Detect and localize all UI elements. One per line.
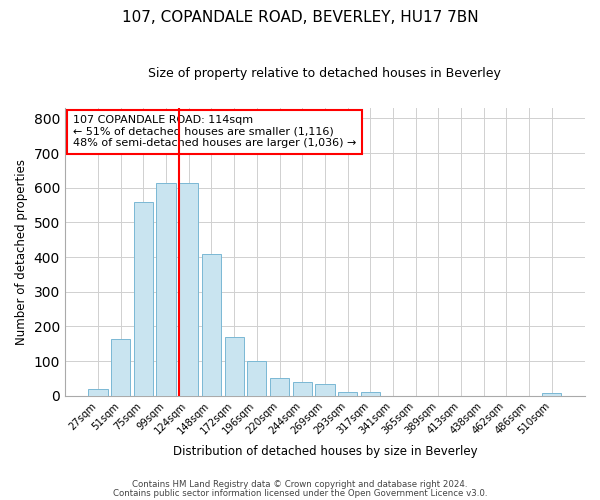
Text: Contains HM Land Registry data © Crown copyright and database right 2024.: Contains HM Land Registry data © Crown c… — [132, 480, 468, 489]
Bar — [202, 254, 221, 396]
Bar — [247, 361, 266, 396]
Bar — [542, 393, 562, 396]
Bar — [315, 384, 335, 396]
Bar — [361, 392, 380, 396]
Bar — [224, 337, 244, 396]
Bar — [88, 389, 108, 396]
Text: 107 COPANDALE ROAD: 114sqm
← 51% of detached houses are smaller (1,116)
48% of s: 107 COPANDALE ROAD: 114sqm ← 51% of deta… — [73, 115, 356, 148]
Y-axis label: Number of detached properties: Number of detached properties — [15, 159, 28, 345]
Bar — [111, 338, 130, 396]
X-axis label: Distribution of detached houses by size in Beverley: Distribution of detached houses by size … — [173, 444, 477, 458]
Bar — [293, 382, 312, 396]
Bar — [134, 202, 153, 396]
Text: Contains public sector information licensed under the Open Government Licence v3: Contains public sector information licen… — [113, 489, 487, 498]
Bar — [157, 182, 176, 396]
Bar — [179, 182, 199, 396]
Text: 107, COPANDALE ROAD, BEVERLEY, HU17 7BN: 107, COPANDALE ROAD, BEVERLEY, HU17 7BN — [122, 10, 478, 25]
Bar — [270, 378, 289, 396]
Title: Size of property relative to detached houses in Beverley: Size of property relative to detached ho… — [148, 68, 502, 80]
Bar — [338, 392, 357, 396]
